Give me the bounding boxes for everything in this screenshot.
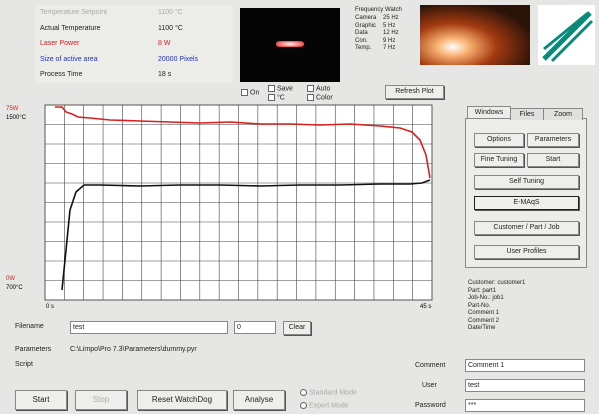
- status-panel: [35, 5, 233, 83]
- checkbox-label: Color: [316, 94, 333, 102]
- status-value: 8 W: [158, 40, 171, 47]
- radio-option[interactable]: Standard Mode: [300, 389, 357, 396]
- checkbox[interactable]: Auto: [307, 85, 330, 92]
- user-label: User: [422, 382, 437, 389]
- frequency-value: 5 Hz: [383, 22, 396, 29]
- filename-input[interactable]: test: [70, 321, 228, 334]
- user-profiles-button[interactable]: User Profiles: [474, 245, 579, 259]
- status-label: Process Time: [40, 71, 83, 78]
- radio-label: Standard Mode: [309, 389, 357, 397]
- checkbox-label: Auto: [316, 85, 331, 93]
- time-end-label: 45 s: [420, 304, 431, 310]
- logo: [538, 5, 595, 65]
- checkbox-label: On: [250, 89, 260, 97]
- frequency-value: 7 Hz: [383, 45, 396, 51]
- info-line: Comment 2: [468, 317, 500, 324]
- frequency-name: Graphic: [355, 22, 377, 29]
- status-label: Temperature Setpoint: [40, 9, 107, 16]
- info-line: Date/Time: [468, 325, 496, 331]
- power-max-label: 75W: [6, 106, 19, 112]
- frequency-name: Con.: [355, 37, 368, 44]
- info-line: Part-No.: [468, 302, 491, 309]
- checkbox-label: Save: [277, 85, 293, 93]
- refresh-plot-button[interactable]: Refresh Plot: [385, 85, 444, 99]
- time-start-label: 0 s: [46, 304, 54, 310]
- filename-label: Filename: [15, 323, 44, 330]
- password-input[interactable]: ***: [465, 399, 585, 412]
- frequency-value: 9 Hz: [383, 37, 396, 44]
- status-value: 18 s: [158, 71, 172, 78]
- laser-power-curve: [55, 106, 431, 179]
- options-button[interactable]: Options: [474, 133, 524, 147]
- process-plot: 75W 1500°C 0W 700°C 0 s 45 s: [6, 104, 433, 310]
- checkbox[interactable]: Save: [268, 85, 293, 92]
- info-line: Customer: customer1: [468, 280, 526, 286]
- radio-label: Expert Mode: [309, 402, 349, 410]
- stop-button[interactable]: Stop: [75, 390, 127, 410]
- process-photo: [420, 5, 530, 65]
- customer-button[interactable]: Customer / Part / Job: [474, 221, 579, 235]
- temp-min-label: 700°C: [6, 285, 23, 291]
- file-number-input[interactable]: 0: [234, 321, 276, 334]
- script-label: Script: [15, 361, 33, 368]
- parameters-button[interactable]: Parameters: [527, 133, 579, 147]
- info-line: Part: part1: [468, 287, 497, 294]
- tab[interactable]: Files: [510, 108, 544, 120]
- comment-input[interactable]: Comment 1: [465, 359, 585, 372]
- status-label: Laser Power: [40, 40, 80, 47]
- power-min-label: 0W: [6, 276, 15, 282]
- checkbox-label: °C: [277, 94, 285, 102]
- info-line: Job-No.: job1: [468, 295, 504, 301]
- frequency-name: Data: [355, 30, 368, 36]
- self-tuning-button[interactable]: Self Tuning: [474, 175, 579, 189]
- fine-tuning-button[interactable]: Fine Tuning: [474, 153, 524, 167]
- tab[interactable]: Zoom: [543, 108, 583, 120]
- camera-view: [240, 8, 340, 82]
- frequency-title: Frequency Watch: [355, 7, 402, 13]
- temperature-curve: [61, 179, 431, 291]
- reset-watchdog-button[interactable]: Reset WatchDog: [137, 390, 227, 410]
- parameters-path: C:\Limpo\Pro 7.3\Parameters\dummy.pyr: [70, 346, 197, 353]
- radio-option[interactable]: Expert Mode: [300, 402, 349, 409]
- clear-button[interactable]: Clear: [283, 321, 311, 335]
- frequency-name: Temp.: [355, 45, 372, 51]
- start-tuning-button[interactable]: Start: [527, 153, 579, 167]
- frequency-value: 12 Hz: [383, 30, 399, 36]
- status-label: Actual Temperature: [40, 24, 101, 32]
- start-button[interactable]: Start: [15, 390, 67, 410]
- checkbox[interactable]: On: [241, 89, 259, 96]
- tab[interactable]: Windows: [467, 106, 511, 118]
- comment-label: Comment: [415, 362, 446, 369]
- checkbox[interactable]: Color: [307, 94, 333, 101]
- parameters-label: Parameters: [15, 346, 52, 353]
- temp-max-label: 1500°C: [6, 115, 27, 121]
- status-value: 1100 °C: [158, 24, 183, 32]
- frequency-value: 25 Hz: [383, 15, 399, 21]
- status-label: Size of active area: [40, 55, 98, 63]
- status-value: 20000 Pixels: [158, 55, 199, 63]
- analyse-button[interactable]: Analyse: [233, 390, 285, 410]
- emaqs-button[interactable]: E-MAqS: [474, 196, 579, 210]
- info-line: Comment 1: [468, 310, 500, 316]
- password-label: Password: [415, 402, 446, 409]
- logo-graphic: [542, 11, 594, 63]
- status-value: 1100 °C: [158, 9, 183, 16]
- frequency-name: Camera: [355, 15, 377, 21]
- user-input[interactable]: test: [465, 379, 585, 392]
- checkbox[interactable]: °C: [268, 94, 285, 101]
- melt-spot: [276, 41, 304, 47]
